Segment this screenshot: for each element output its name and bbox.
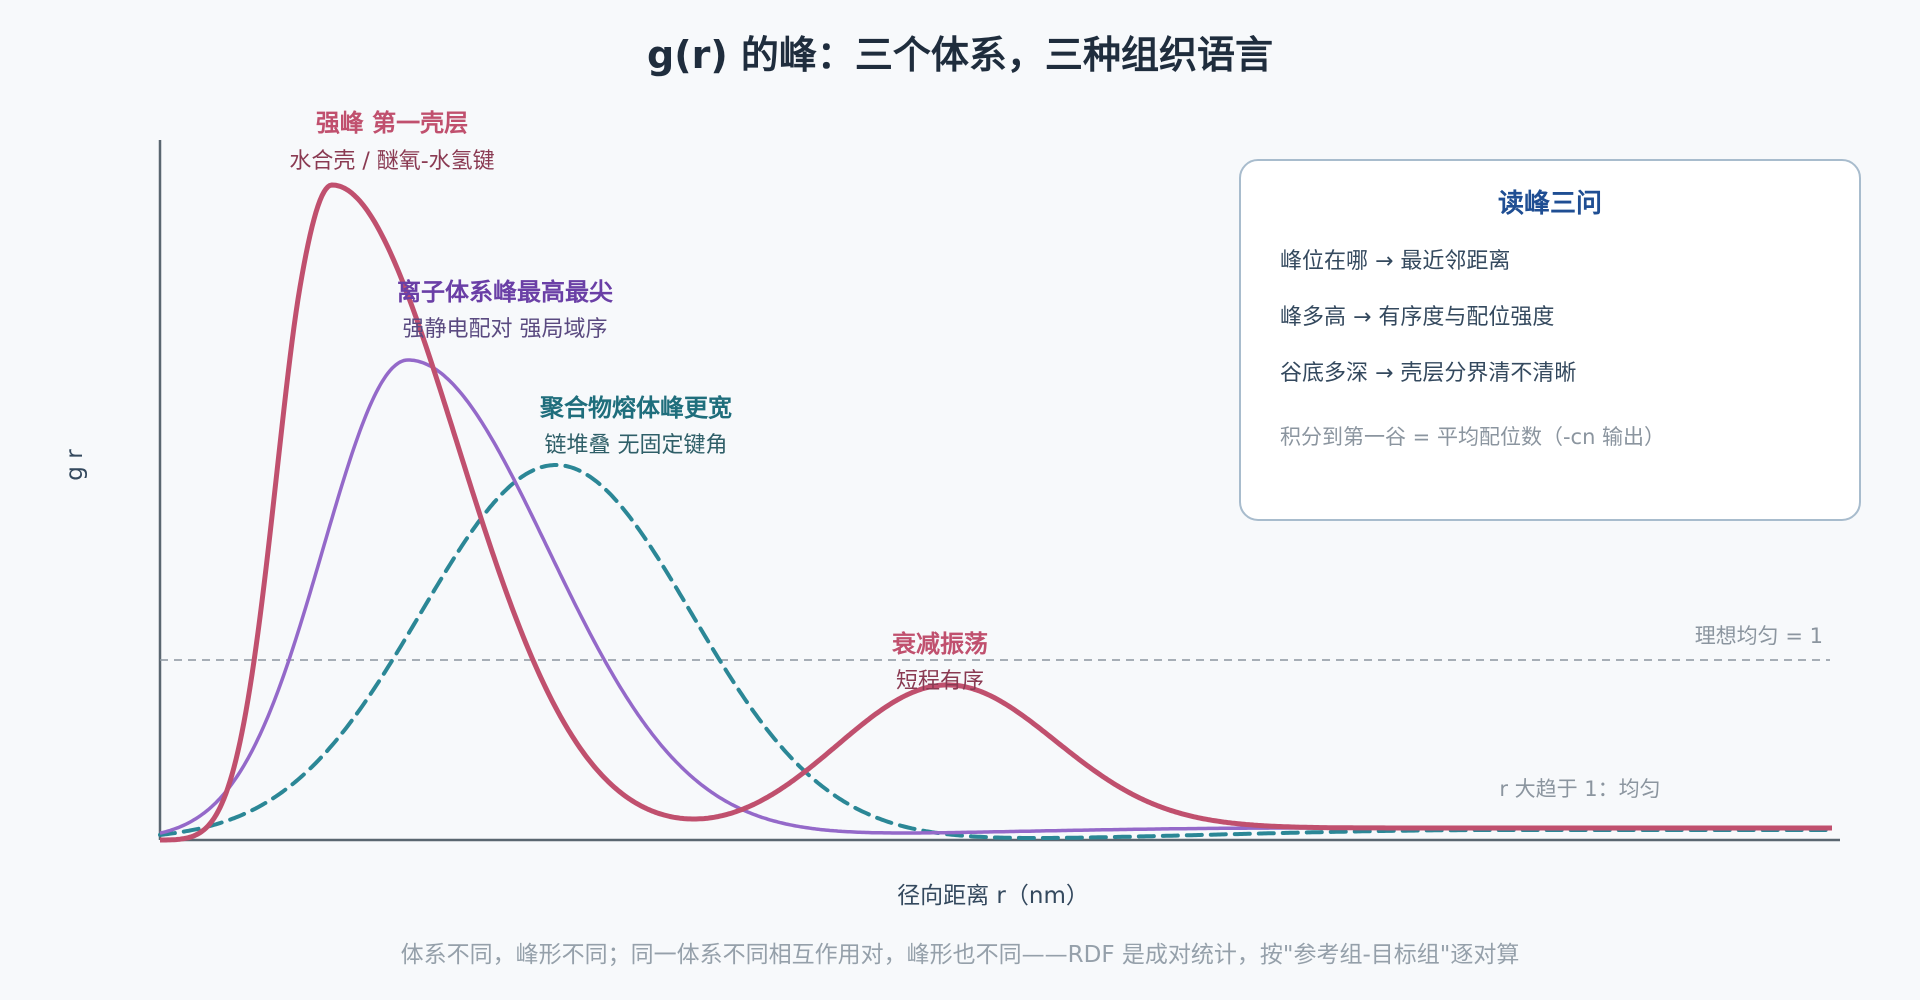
bottom-caption: 体系不同，峰形不同；同一体系不同相互作用对，峰形也不同——RDF 是成对统计，按… — [401, 942, 1520, 968]
damping-subtitle: 短程有序 — [896, 669, 984, 694]
infobox-line-2: 峰多高 → 有序度与配位强度 — [1280, 305, 1554, 330]
curve-water — [159, 182, 1833, 843]
infobox-panel — [1239, 159, 1861, 521]
y-axis-label: g r — [62, 449, 88, 481]
tail-note: r 大趋于 1：均匀 — [1499, 777, 1660, 801]
first-shell-title: 强峰 第一壳层 — [316, 109, 468, 137]
infobox-line-3: 谷底多深 → 壳层分界清不清晰 — [1280, 361, 1576, 386]
page-title: g(r) 的峰：三个体系，三种组织语言 — [647, 33, 1273, 77]
first-shell-subtitle: 水合壳 / 醚氧-水氢键 — [289, 149, 494, 174]
infobox-line-1: 峰位在哪 → 最近邻距离 — [1280, 249, 1510, 274]
damping-title: 衰减振荡 — [891, 630, 988, 658]
reference-line-label: 理想均匀 = 1 — [1695, 624, 1823, 648]
polymer-peak-subtitle: 链堆叠 无固定键角 — [545, 433, 728, 458]
infobox-title: 读峰三问 — [1498, 189, 1602, 219]
x-axis-label: 径向距离 r（nm） — [897, 883, 1089, 909]
polymer-peak-title: 聚合物熔体峰更宽 — [539, 394, 732, 422]
ionic-peak-subtitle: 强静电配对 强局域序 — [403, 317, 608, 342]
infobox-note: 积分到第一谷 = 平均配位数（-cn 输出） — [1280, 425, 1665, 449]
ionic-peak-title: 离子体系峰最高最尖 — [397, 278, 613, 306]
